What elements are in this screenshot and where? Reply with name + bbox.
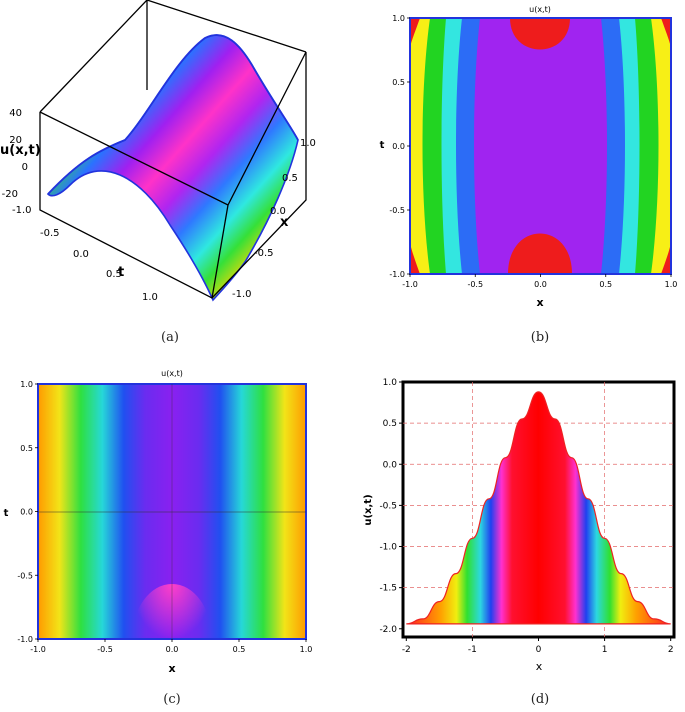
y-tick-label: -0.5 [389, 206, 405, 215]
y-tick-label: 1.0 [392, 14, 405, 23]
x-tick-label: 1.0 [300, 138, 316, 149]
x-tick-label: 1.0 [665, 280, 678, 289]
x-tick-label: 0.5 [599, 280, 612, 289]
x-tick-label: 0.5 [282, 173, 298, 184]
x-tick-label: -1.0 [402, 280, 418, 289]
chart-title: u(x,t) [161, 369, 183, 378]
y-tick-label: 0.0 [392, 142, 405, 151]
surface-plot-a: 40 20 0 -20 u(x,t) 1.0 0.5 0.0 -0.5 -1.0 x -1.0 -0.5… [0, 0, 316, 303]
x-tick-label: 2 [668, 645, 674, 655]
y-tick-label: -1.0 [389, 270, 405, 279]
panel-c: u(x,t) x t -1.0 -0.5 0.0 0.5 1.0 1.0 0.5 0.0 -0.… [0, 362, 345, 682]
x-tick-label: 1 [602, 645, 608, 655]
x-tick-label: 0.0 [166, 645, 179, 654]
y-tick-label: -0.5 [379, 501, 397, 511]
y-tick-label: -2.0 [379, 625, 397, 635]
t-tick-label: 1.0 [142, 292, 158, 303]
x-axis-label: x [536, 660, 543, 673]
panel-b: u(x,t) x t -1.0 -0.5 0.0 0.5 1.0 1.0 0.5 0.0 -0.… [360, 0, 685, 330]
x-tick-label: 0.0 [270, 206, 286, 217]
t-tick-label: 0.5 [106, 269, 122, 280]
caption-b: (b) [530, 330, 550, 345]
y-tick-label: -1.5 [379, 584, 397, 594]
y-tick-label: 1.0 [20, 380, 33, 389]
x-tick-label: -1.0 [30, 645, 46, 654]
t-tick-label: 0.0 [73, 249, 89, 260]
y-tick-label: -1.0 [17, 635, 33, 644]
x-axis-label: x [536, 296, 543, 309]
y-tick-label: -1.0 [379, 543, 397, 553]
t-tick-label: -1.0 [12, 205, 32, 216]
panel-d: -2 -1 0 1 2 1.0 0.5 0.0 -0.5 -1.0 -1.5 -2.0 x u(x,t… [355, 362, 685, 682]
t-axis-label: t [118, 265, 124, 280]
x-axis-label: x [280, 215, 289, 230]
z-tick-label: 40 [9, 108, 22, 119]
x-tick-label: -1.0 [232, 289, 252, 300]
x-tick-label: -0.5 [254, 248, 274, 259]
z-tick-label: -20 [2, 189, 18, 200]
z-tick-label: 20 [9, 135, 22, 146]
y-axis-label: t [4, 508, 9, 519]
z-tick-label: 0 [22, 162, 28, 173]
x-tick-label: -1 [468, 645, 477, 655]
heatmap-plot-c: u(x,t) x t -1.0 -0.5 0.0 0.5 1.0 1.0 0.5 0.0 -0.… [4, 369, 313, 675]
x-tick-label: 1.0 [300, 645, 313, 654]
y-axis-label: t [380, 140, 385, 151]
y-tick-label: 0.5 [392, 78, 405, 87]
y-axis-label: u(x,t) [363, 494, 374, 525]
y-tick-label: 0.0 [20, 508, 33, 517]
z-axis-label: u(x,t) [0, 143, 41, 158]
chart-title: u(x,t) [529, 5, 551, 14]
surface-fill [46, 34, 299, 302]
x-tick-label: -2 [402, 645, 411, 655]
profile-area [406, 391, 671, 625]
y-tick-label: 0.5 [383, 419, 397, 429]
caption-a: (a) [161, 330, 179, 345]
x-tick-label: -0.5 [97, 645, 113, 654]
y-tick-label: -0.5 [17, 571, 33, 580]
contour-plot-b: u(x,t) x t -1.0 -0.5 0.0 0.5 1.0 1.0 0.5 0.0 -0.… [380, 5, 678, 309]
x-tick-label: 0.0 [534, 280, 547, 289]
caption-c: (c) [163, 692, 181, 707]
x-tick-label: -0.5 [467, 280, 483, 289]
caption-d: (d) [530, 692, 550, 707]
x-axis-label: x [168, 662, 175, 675]
t-tick-label: -0.5 [40, 228, 60, 239]
y-tick-label: 0.5 [20, 444, 33, 453]
x-tick-label: 0 [536, 645, 542, 655]
panel-a: 40 20 0 -20 u(x,t) 1.0 0.5 0.0 -0.5 -1.0 x -1.0 -0.5… [0, 0, 340, 330]
y-tick-label: 0.0 [383, 460, 398, 470]
y-tick-label: 1.0 [383, 378, 398, 388]
area-plot-d: -2 -1 0 1 2 1.0 0.5 0.0 -0.5 -1.0 -1.5 -2.0 x u(x,t… [363, 378, 676, 673]
x-tick-label: 0.5 [233, 645, 246, 654]
